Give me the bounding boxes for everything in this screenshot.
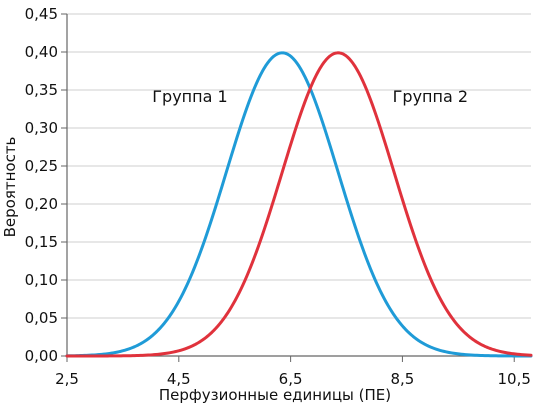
x-tick-label: 4,5 (167, 370, 191, 388)
y-tick-label: 0,15 (25, 233, 58, 251)
y-tick-label: 0,25 (25, 157, 58, 175)
y-tick-label: 0,45 (25, 5, 58, 23)
series-line-2 (65, 51, 533, 358)
series-label-2: Группа 2 (393, 87, 468, 106)
x-tick-label: 8,5 (390, 370, 414, 388)
y-tick-label: 0,05 (25, 309, 58, 327)
y-tick-label: 0,00 (25, 347, 58, 365)
y-tick-label: 0,30 (25, 119, 58, 137)
x-axis-title: Перфузионные единицы (ПЕ) (159, 386, 391, 404)
x-tick-label: 6,5 (279, 370, 303, 388)
axis-layer: 0,00 0,05 0,10 0,15 0,20 0,25 0,30 0,35 0,40 0,45… (25, 5, 531, 388)
y-tick-label: 0,10 (25, 271, 58, 289)
x-tick-label: 2,5 (55, 370, 79, 388)
grid-layer (67, 13, 531, 357)
y-axis-title: Вероятность (1, 137, 19, 238)
x-tick-label: 10,5 (498, 370, 531, 388)
y-tick-label: 0,35 (25, 81, 58, 99)
series-label-1: Группа 1 (152, 87, 227, 106)
y-tick-label: 0,40 (25, 43, 58, 61)
label-layer: Группа 1 Группа 2 (152, 87, 468, 106)
y-tick-label: 0,20 (25, 195, 58, 213)
series-layer (65, 51, 533, 358)
series-line-1 (65, 51, 533, 358)
